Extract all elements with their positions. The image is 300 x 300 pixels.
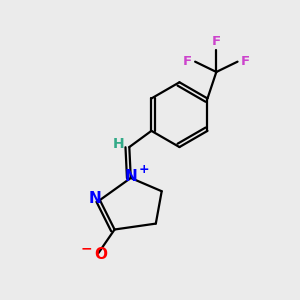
Text: F: F: [241, 55, 250, 68]
Text: N: N: [124, 169, 137, 184]
Text: H: H: [112, 137, 124, 151]
Text: N: N: [88, 191, 101, 206]
Text: F: F: [183, 55, 192, 68]
Text: O: O: [94, 247, 107, 262]
Text: +: +: [139, 163, 149, 176]
Text: −: −: [81, 242, 92, 256]
Text: F: F: [212, 34, 221, 47]
